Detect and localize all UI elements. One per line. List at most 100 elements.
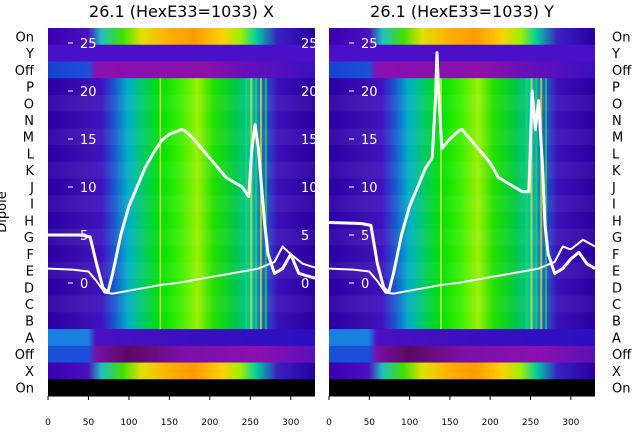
heatmap-row-15	[329, 278, 595, 297]
row-label: On	[16, 30, 34, 45]
xtick-label: 100	[120, 418, 137, 428]
heatmap-row-2	[48, 61, 315, 79]
heatmap-row-4	[48, 94, 315, 113]
row-shade-16	[48, 295, 315, 313]
panel-title: 26.1 (HexE33=1033) Y	[370, 2, 554, 21]
row-shade-4	[329, 94, 595, 112]
heatmap-row-21	[329, 379, 595, 397]
xtick-label: 0	[45, 418, 51, 428]
row-label: K	[612, 164, 621, 179]
row-shade-6	[48, 128, 315, 146]
inner-ytick-label: 20	[80, 85, 97, 100]
heatmap-row-10	[329, 195, 595, 213]
inner-ytick-label-edge: 10	[301, 181, 318, 196]
xtick-label: 50	[83, 418, 95, 428]
row-label: L	[27, 147, 35, 162]
heatmap-row-11	[329, 212, 595, 230]
row-label: Y	[25, 47, 34, 62]
xtick-label: 300	[282, 418, 299, 428]
row-label: B	[25, 315, 34, 330]
row-label: N	[24, 114, 34, 129]
heatmap-row-12	[329, 228, 595, 246]
stripe-3	[259, 78, 262, 330]
row-shade-8	[48, 161, 315, 179]
row-shade-16	[329, 295, 595, 313]
inner-ytick-label-edge: 15	[301, 133, 318, 148]
heatmap-panel-x: 0 0 5 5 10 10 15 15 20 20 25 25 On Y Off PONMLKJIHGFEDC…	[0, 2, 318, 428]
row-label: I	[30, 198, 34, 213]
y-axis-label: Dipole	[0, 191, 10, 232]
xtick-label: 200	[201, 418, 218, 428]
heatmap-row-21	[48, 379, 315, 397]
heatmap-row-17	[48, 312, 315, 330]
heatmap-row-20	[329, 362, 595, 380]
overlay-line-1	[47, 245, 316, 295]
row-label: A	[25, 331, 34, 346]
stripe-2	[535, 78, 538, 330]
xtick-label: 250	[522, 418, 539, 428]
row-shade-12	[48, 228, 315, 246]
row-shade-10	[48, 195, 315, 212]
row-label: Off	[15, 64, 35, 79]
row-shade-4	[48, 94, 315, 112]
stripe-0	[525, 78, 528, 330]
row-label: J	[29, 181, 34, 196]
heatmap-row-10	[48, 195, 315, 213]
heatmap-row-11	[48, 212, 315, 230]
row-shade-8	[329, 161, 595, 179]
row-label: Off	[15, 348, 35, 363]
row-label: I	[612, 198, 616, 213]
row-label: A	[612, 331, 621, 346]
row-label: Off	[612, 348, 632, 363]
heatmap-row-3	[329, 78, 595, 96]
row-shade-10	[329, 195, 595, 212]
row-label: M	[23, 131, 34, 146]
overlay-line-0	[328, 51, 596, 295]
inner-ytick-label-edge: 5	[301, 229, 309, 244]
inner-ytick-label: 10	[80, 181, 97, 196]
heatmap-row-18	[48, 329, 315, 347]
inner-ytick-label: 0	[80, 277, 88, 292]
stripe-4	[264, 78, 267, 330]
xtick-label: 100	[401, 418, 418, 428]
inner-ytick-label-edge: 0	[301, 277, 309, 292]
stripe-bright	[440, 78, 442, 330]
row-label: E	[26, 265, 34, 280]
row-label: E	[612, 265, 620, 280]
xtick-label: 0	[326, 418, 332, 428]
row-label: P	[612, 81, 620, 96]
overlay-line-1	[328, 238, 596, 295]
xtick-label: 250	[242, 418, 259, 428]
xtick-label: 200	[482, 418, 499, 428]
row-label: L	[612, 147, 620, 162]
inner-ytick-label-edge: 20	[301, 85, 318, 100]
row-label: C	[25, 298, 34, 313]
inner-ytick-label: 25	[80, 37, 97, 52]
panel-title: 26.1 (HexE33=1033) X	[89, 2, 274, 21]
row-label: G	[24, 231, 34, 246]
row-label: B	[612, 315, 621, 330]
heatmap-row-7	[48, 145, 315, 163]
row-label: X	[25, 365, 34, 380]
xtick-label: 150	[161, 418, 178, 428]
stripe-4	[545, 78, 548, 330]
heatmap-row-17	[329, 312, 595, 330]
row-label: F	[27, 248, 34, 263]
row-label: F	[612, 248, 619, 263]
row-label: K	[25, 164, 34, 179]
xtick-label: 300	[562, 418, 579, 428]
row-label: D	[612, 281, 622, 296]
heatmap-row-19	[329, 345, 595, 364]
heatmap-row-16	[48, 295, 315, 313]
heatmap-row-0	[329, 28, 595, 46]
heatmap-row-18	[329, 329, 595, 347]
stripe-2	[255, 78, 258, 330]
inner-ytick-label: 20	[361, 85, 378, 100]
row-label: N	[612, 114, 622, 129]
stripe-0	[245, 78, 248, 330]
row-label: C	[612, 298, 621, 313]
row-shade-6	[329, 128, 595, 146]
inner-ytick-label: 0	[361, 277, 369, 292]
stripe-1	[530, 78, 533, 330]
